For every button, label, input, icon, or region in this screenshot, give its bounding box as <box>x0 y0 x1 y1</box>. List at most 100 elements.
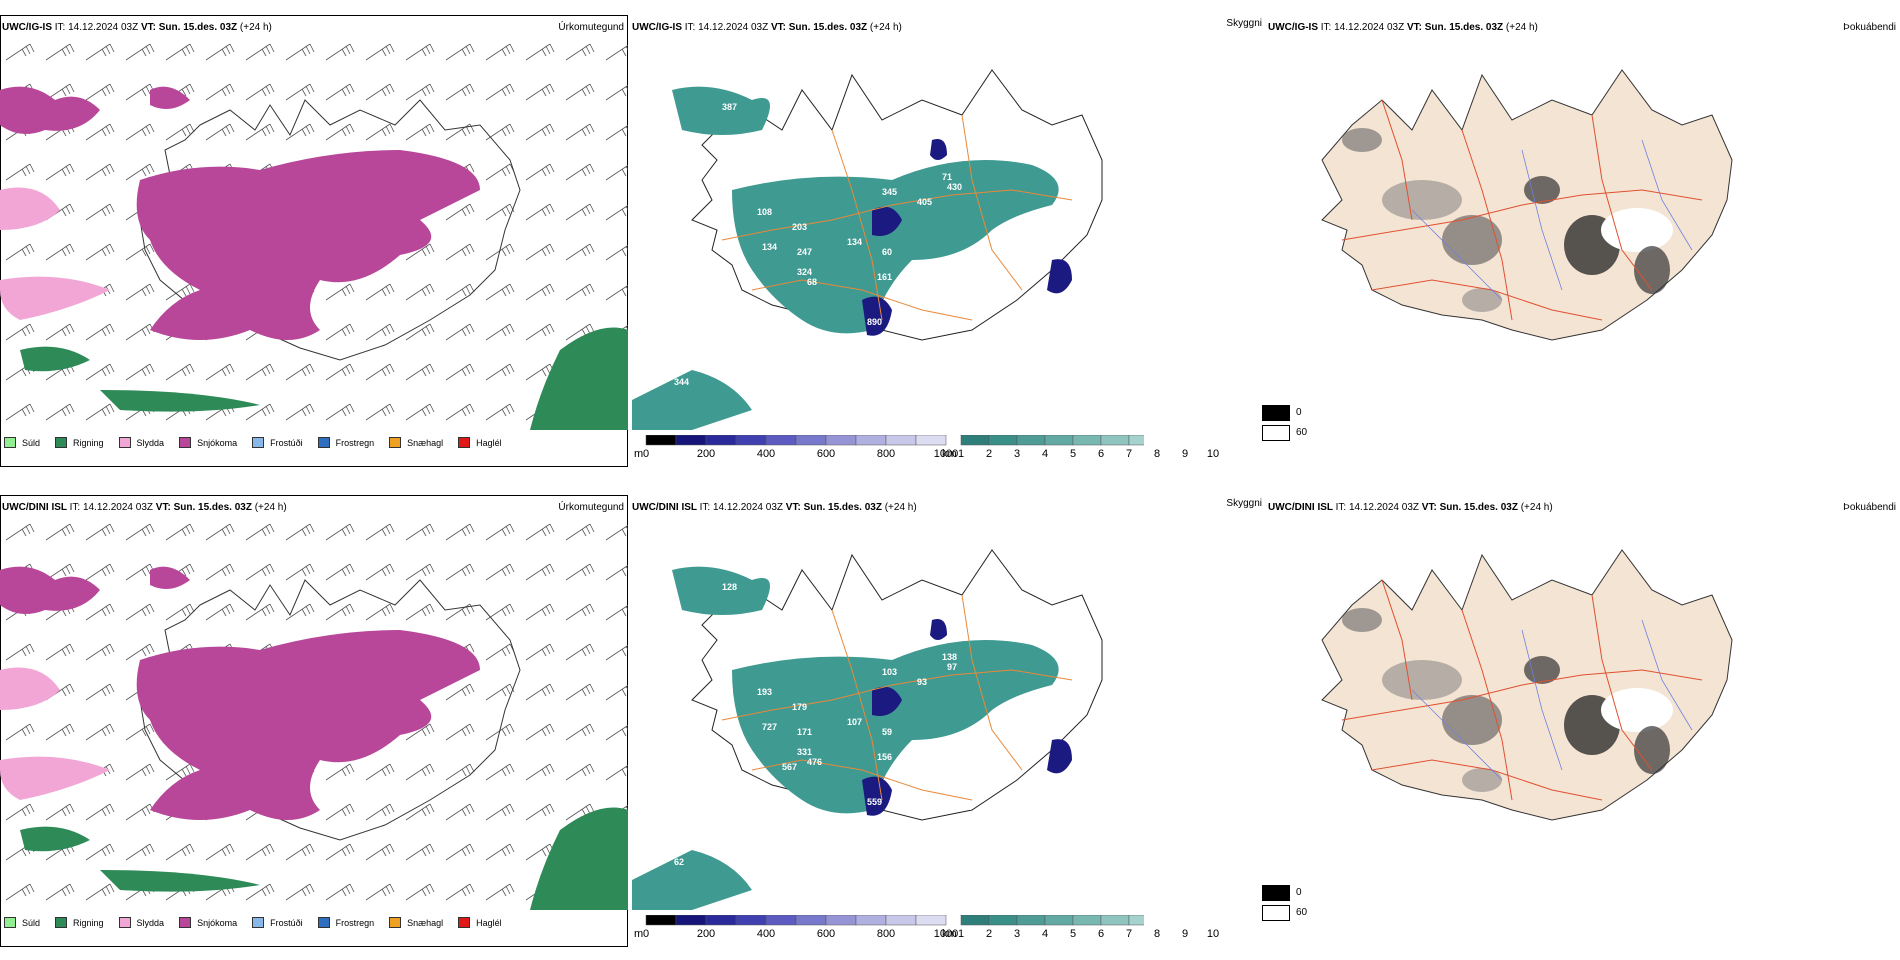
visibility-value-label: 87 <box>807 357 817 367</box>
colorbar-tick-km: 6 <box>1097 928 1105 940</box>
run-header: UWC/IG-IS IT: 14.12.2024 03Z VT: Sun. 15… <box>1268 22 1538 33</box>
legend-item: Rigning <box>55 437 104 448</box>
fog-panel: UWC/IG-IS IT: 14.12.2024 03Z VT: Sun. 15… <box>1262 10 1900 480</box>
lead-time: (+24 h) <box>239 22 272 33</box>
visibility-value-label: 29 <box>1052 792 1062 802</box>
colorbar-bin-km <box>1072 435 1102 446</box>
colorbar-bin-m <box>765 915 797 926</box>
legend-label: Haglél <box>476 917 502 928</box>
colorbar-tick-m: 200 <box>696 928 716 940</box>
legend-swatch <box>55 917 68 928</box>
legend-item: Frostúði <box>252 437 303 448</box>
vt-label: VT: <box>155 502 174 513</box>
visibility-value-label: 375 <box>692 792 707 802</box>
visibility-panel: UWC/IG-IS IT: 14.12.2024 03Z VT: Sun. 15… <box>632 10 1264 480</box>
colorbar-bin-km <box>960 435 990 446</box>
legend-label: Haglél <box>476 437 502 448</box>
visibility-dark-areas <box>862 139 1072 336</box>
legend-label: Slydda <box>136 917 165 928</box>
legend-label: Súld <box>22 917 41 928</box>
colorbar-tick-m: 200 <box>696 448 716 460</box>
run-header: UWC/DINI ISL IT: 14.12.2024 03Z VT: Sun.… <box>632 502 917 513</box>
visibility-value-label: 93 <box>917 677 927 687</box>
colorbar-bin-m <box>645 915 677 926</box>
colorbar-tick-m: 0 <box>642 928 650 940</box>
visibility-value-label: 60 <box>864 377 874 387</box>
colorbar-bin-m <box>885 435 917 446</box>
visibility-value-label: 201 <box>957 267 972 277</box>
legend-label: Frostregn <box>335 917 375 928</box>
legend-swatch <box>389 437 402 448</box>
legend-item: Súld <box>4 917 40 928</box>
precip-legend: Súld Rigning Slydda Snjókoma Frostúði Frostre… <box>4 437 517 448</box>
colorbar-bin-m <box>765 435 797 446</box>
model-row-0: UWC/IG-IS IT: 14.12.2024 03Z VT: Sun. 15… <box>0 10 1900 480</box>
colorbar-tick-km: 9 <box>1181 448 1189 460</box>
legend-label: Snjókoma <box>197 917 238 928</box>
legend-swatch <box>317 917 330 928</box>
legend-swatch <box>179 917 192 928</box>
fog-swatch-high <box>1262 405 1290 421</box>
vt-label: VT: <box>140 22 159 33</box>
visibility-value-label: 59 <box>882 727 892 737</box>
visibility-value-label: 123 <box>942 767 957 777</box>
visibility-value-label: 107 <box>847 717 862 727</box>
visibility-value-label: 89 <box>850 867 860 877</box>
visibility-value-label: 171 <box>797 727 812 737</box>
colorbar-bin-m <box>915 915 947 926</box>
visibility-value-label: 49 <box>800 337 810 347</box>
lead-time: (+24 h) <box>254 502 287 513</box>
visibility-value-label: 28 <box>750 392 760 402</box>
fog-shading <box>1342 128 1673 312</box>
visibility-teal-areas <box>632 566 1059 910</box>
colorbar-tick-m: 800 <box>876 928 896 940</box>
river-network <box>1411 139 1693 301</box>
visibility-value-label: 58 <box>866 872 876 882</box>
visibility-value-label: 164 <box>772 92 787 102</box>
colorbar-bin-km <box>960 915 990 926</box>
visibility-value-label: 405 <box>917 197 932 207</box>
model-name: UWC/DINI ISL <box>632 502 700 513</box>
precip-type-panel: UWC/DINI ISL IT: 14.12.2024 03Z VT: Sun.… <box>0 490 630 960</box>
visibility-value-label: 559 <box>867 797 882 807</box>
visibility-value-label: 27 <box>750 872 760 882</box>
colorbar-bin-m <box>735 435 767 446</box>
visibility-value-label: 244 <box>772 572 787 582</box>
visibility-value-label: 134 <box>847 237 862 247</box>
colorbar-tick-m: 600 <box>816 928 836 940</box>
colorbar-tick-km: 10 <box>1206 448 1220 460</box>
it-label: IT: <box>684 22 699 33</box>
legend-item: Snæhagl <box>389 917 443 928</box>
colorbar-bin-km <box>1072 915 1102 926</box>
vt-value: Sun. 15.des. 03Z <box>803 502 885 513</box>
colorbar-bin-km <box>1016 915 1046 926</box>
visibility-value-label: 116 <box>860 842 875 852</box>
vt-label: VT: <box>1406 22 1425 33</box>
it-value: 14.12.2024 03Z <box>68 22 141 33</box>
fog-panel: UWC/DINI ISL IT: 14.12.2024 03Z VT: Sun.… <box>1262 490 1900 960</box>
visibility-value-label: 486 <box>922 822 937 832</box>
fog-swatch-high <box>1262 885 1290 901</box>
colorbar-bin-m <box>795 915 827 926</box>
colorbar-tick-m: 600 <box>816 448 836 460</box>
vt-label: VT: <box>1421 502 1440 513</box>
colorbar-tick-km: 1 <box>957 448 965 460</box>
legend-swatch <box>55 437 68 448</box>
visibility-value-label: 324 <box>797 267 812 277</box>
model-name: UWC/IG-IS <box>2 22 55 33</box>
it-value: 14.12.2024 03Z <box>1348 502 1422 513</box>
lead-time: (+24 h) <box>869 22 902 33</box>
legend-label: Súld <box>22 437 41 448</box>
visibility-value-label: 727 <box>762 722 777 732</box>
legend-label: Rigning <box>73 437 104 448</box>
visibility-value-label: 103 <box>852 827 867 837</box>
visibility-value-label: 193 <box>757 687 772 697</box>
colorbar-unit-m: m <box>634 928 644 940</box>
colorbar-tick-m: 0 <box>642 448 650 460</box>
vt-label: VT: <box>770 22 789 33</box>
fog-label-low: 60 <box>1296 427 1308 438</box>
colorbar-bin-km <box>1128 915 1144 926</box>
visibility-value-label: 156 <box>877 752 892 762</box>
visibility-value-label: 253 <box>772 352 787 362</box>
visibility-map: 517 128 244 374 193 179 727 171 331 107 476 59 103 93… <box>632 549 1103 910</box>
